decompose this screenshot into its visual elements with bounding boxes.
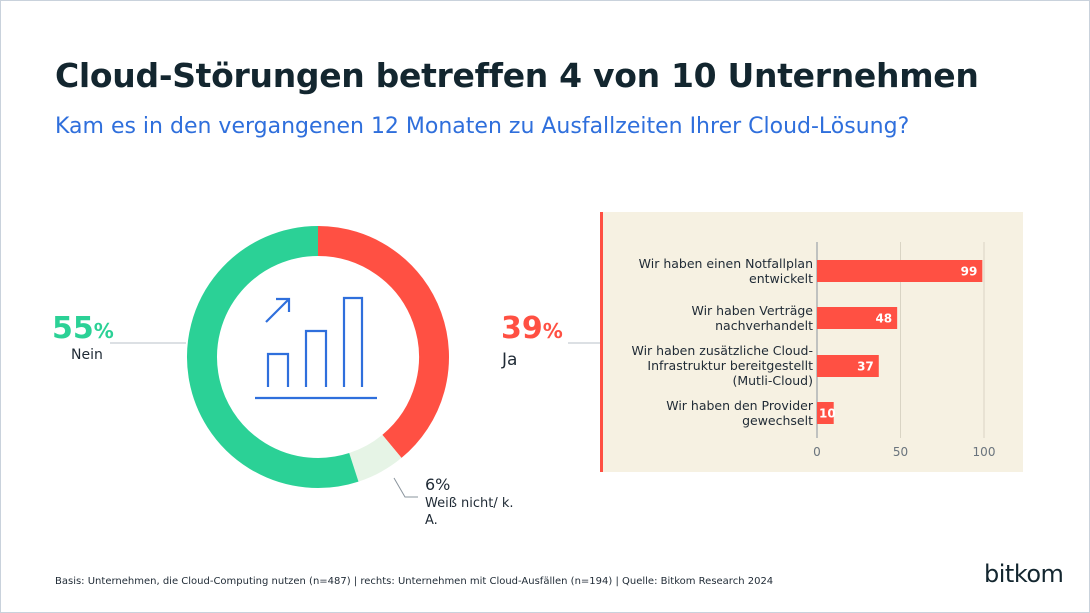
donut-slice-weiss-nicht xyxy=(348,434,402,482)
label-nein: Nein xyxy=(71,347,103,363)
bitkom-logo: bitkom xyxy=(984,560,1064,588)
bar xyxy=(817,260,983,282)
bar-value-label: 48 xyxy=(875,312,892,326)
bar xyxy=(817,402,834,424)
donut-slice-nein xyxy=(187,226,359,488)
bar-value-label: 10 xyxy=(819,407,836,421)
chart-title: Cloud-Störungen betreffen 4 von 10 Unter… xyxy=(55,56,979,95)
bar-chart: 0 50 100 99 48 37 10 xyxy=(813,242,996,459)
bar-label-multi-cloud: Wir haben zusätzliche Cloud-Infrastruktu… xyxy=(631,343,813,388)
leader-line-weiss xyxy=(393,477,418,498)
donut-slice-ja xyxy=(317,226,449,458)
bar-chart-panel: 0 50 100 99 48 37 10 Wir haben einen Notfallp… xyxy=(600,212,1023,472)
x-tick-label: 100 xyxy=(973,445,996,459)
bar-chart-growth-icon xyxy=(255,296,377,400)
percent-ja: 39% xyxy=(501,311,563,346)
percent-weiss-nicht: 6% xyxy=(425,475,451,494)
label-ja: Ja xyxy=(502,350,518,370)
bar-value-label: 37 xyxy=(857,360,874,374)
x-tick-label: 50 xyxy=(893,445,908,459)
percent-nein: 55% xyxy=(52,311,114,346)
chart-subtitle: Kam es in den vergangenen 12 Monaten zu … xyxy=(55,114,910,139)
donut-slices xyxy=(187,226,449,488)
bar-label-provider: Wir haben den Provider gewechselt xyxy=(666,398,813,428)
bar xyxy=(817,307,898,329)
footer-source: Basis: Unternehmen, die Cloud-Computing … xyxy=(55,576,774,587)
x-tick-label: 0 xyxy=(813,445,821,459)
bar-label-notfallplan: Wir haben einen Notfallplan entwickelt xyxy=(638,256,813,286)
label-weiss-nicht: Weiß nicht/ k. A. xyxy=(425,496,514,528)
bar xyxy=(817,355,879,377)
bar-value-label: 99 xyxy=(961,265,978,279)
bar-label-vertraege: Wir haben Verträge nachverhandelt xyxy=(691,303,813,333)
